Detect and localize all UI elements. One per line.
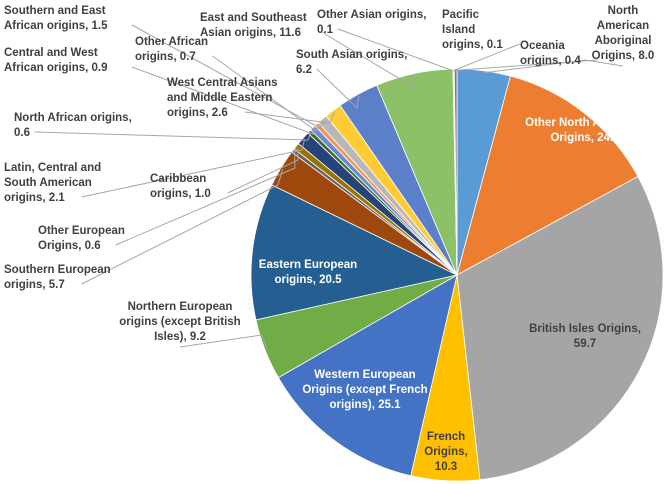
leader-line-east-and-southeast-asian-origins [321, 31, 416, 89]
data-label-other-european-origins: Other European Origins, 0.6 [38, 225, 125, 252]
leader-line-north-african-origins [34, 131, 312, 141]
pie-slice-western-european-origins-except-french-origins [277, 274, 458, 477]
leader-line-north-american-aboriginal-origins [483, 59, 624, 74]
pie-slice-british-isles-origins [456, 175, 664, 481]
data-label-british-isles-origins: British Isles Origins, 59.7 [529, 323, 641, 350]
leader-line-central-and-west-african-origins [131, 66, 315, 135]
data-labels: North American Aboriginal Origins, 8.0 Other… [4, 5, 654, 473]
data-label-north-african-origins: North African origins, 0.6 [14, 112, 132, 139]
data-label-other-north-american-origins: Other North American Origins, 24.7 [525, 117, 645, 144]
leader-line-oceania-origins [455, 59, 598, 72]
leader-line-latin-central-and-south-american-origins [81, 139, 305, 198]
data-label-oceania-origins: Oceania origins, 0.4 [520, 40, 581, 67]
leader-line-northern-european-origins-except-british-isles [179, 334, 268, 350]
data-label-eastern-european-origins: Eastern European origins, 20.5 [259, 259, 357, 286]
leader-line-other-asian-origins [337, 28, 454, 72]
data-label-other-asian-origins: Other Asian origins, 0.1 [317, 9, 426, 36]
leader-line-caribbean-origins [227, 147, 299, 194]
leader-lines [34, 24, 624, 350]
data-label-central-and-west-african-origins: Central and West African origins, 0.9 [4, 47, 108, 74]
data-label-pacific-island-origins: Pacific Island origins, 0.1 [442, 9, 503, 51]
pie-slices [250, 68, 664, 482]
data-label-north-american-aboriginal-origins: North American Aboriginal Origins, 8.0 [592, 5, 655, 62]
data-label-southern-european-origins: Southern European origins, 5.7 [4, 264, 111, 291]
data-label-northern-european-origins-except-british-isles: Northern European origins (except British… [119, 301, 240, 343]
data-label-east-and-southeast-asian-origins: East and Southeast Asian origins, 11.6 [200, 12, 307, 39]
data-label-caribbean-origins: Caribbean origins, 1.0 [150, 173, 211, 200]
data-label-other-african-origins: Other African origins, 0.7 [135, 36, 208, 63]
leader-line-southern-and-east-african-origins [131, 24, 324, 129]
data-label-south-asian-origins: South Asian origins, 6.2 [296, 49, 407, 76]
data-label-western-european-origins-except-french-origins: Western European Origins (except French or… [302, 369, 427, 411]
leader-line-other-african-origins [212, 55, 319, 132]
pie-slice-other-north-american-origins [456, 75, 639, 276]
data-label-southern-and-east-african-origins: Southern and East African origins, 1.5 [4, 5, 108, 32]
leader-line-south-asian-origins [316, 68, 360, 110]
leader-line-pacific-island-origins [453, 43, 520, 72]
pie-slice-eastern-european-origins [250, 184, 459, 321]
data-label-latin-central-and-south-american-origins: Latin, Central and South American origins,… [4, 162, 101, 204]
leader-line-west-central-asians-and-middle-eastern-origins [244, 111, 335, 124]
data-label-west-central-asians-and-middle-eastern-origins: West Central Asians and Middle Eastern ori… [167, 77, 278, 119]
leader-line-other-european-origins [115, 151, 296, 246]
data-label-french-origins: French Origins, 10.3 [424, 431, 467, 473]
